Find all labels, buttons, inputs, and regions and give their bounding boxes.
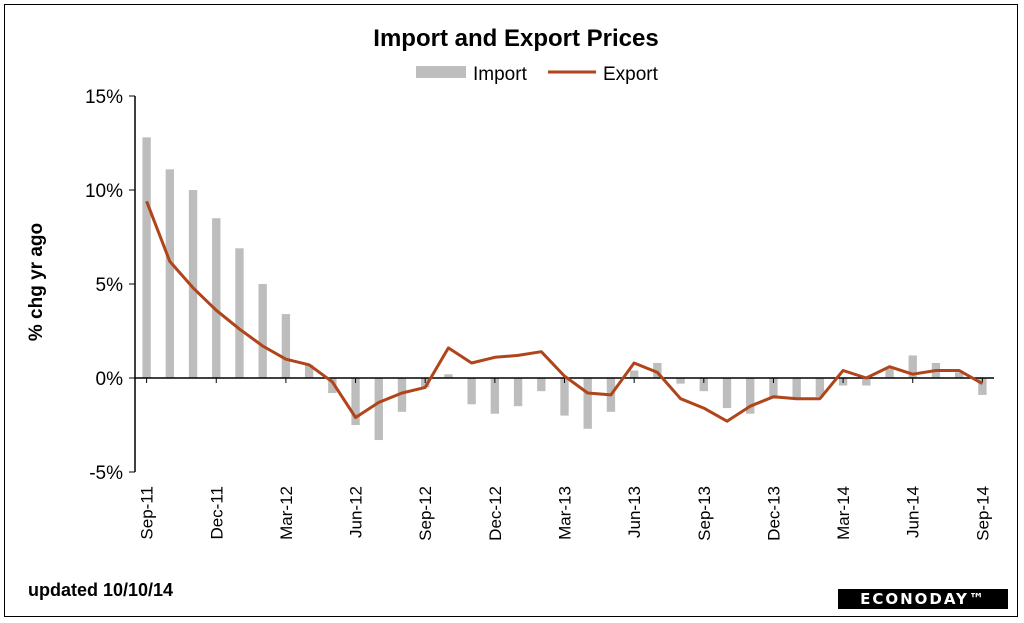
import-bar [583,378,592,429]
import-bar [537,378,546,392]
import-bar [560,378,569,416]
import-bar [629,370,639,378]
import-bar [490,378,500,414]
import-bars [142,137,987,441]
x-tick-label: Sep-13 [695,486,714,541]
import-bar [258,284,267,378]
import-bar [885,368,894,378]
import-bar [978,378,987,395]
legend: Import Export [416,64,659,85]
export-line [145,200,984,423]
legend-label-import: Import [473,64,528,85]
chart-title: Import and Export Prices [373,25,658,52]
import-bar [351,378,360,425]
import-bar [397,378,407,412]
legend-swatch-import [416,66,466,78]
import-bar [513,378,523,407]
import-bar [954,372,964,378]
import-bar [142,137,151,378]
import-bar [722,378,732,409]
y-tick-label: 15% [85,87,123,108]
x-tick-label: Sep-11 [138,486,157,540]
import-bar [792,378,801,399]
x-tick-label: Sep-12 [416,486,435,541]
y-tick-label: -5% [89,463,123,484]
y-tick-label: 0% [96,369,124,390]
import-bar [769,378,778,399]
y-axis: 15% 10% 5% 0% -5% [85,87,135,484]
import-bar [374,378,383,441]
export-series-line [145,200,984,423]
import-bar [699,378,708,392]
legend-label-export: Export [603,64,659,85]
import-bar [653,362,662,378]
import-bar [188,190,198,378]
import-bar [467,378,476,405]
x-tick-label: Jun-12 [347,486,366,538]
import-bar [281,314,291,378]
import-bar [165,169,175,378]
x-tick-label: Dec-12 [486,486,505,541]
x-tick-label: Jun-14 [904,486,923,538]
import-bar [862,378,871,386]
import-bar [746,378,755,414]
import-bar [212,218,221,378]
y-axis-label: % chg yr ago [26,223,47,341]
import-bar [328,378,337,394]
x-tick-label: Sep-14 [973,486,992,541]
import-bar [235,248,244,378]
x-tick-label: Dec-13 [764,486,783,541]
x-tick-label: Dec-11 [207,486,226,540]
import-bar [444,374,453,378]
econoday-logo: ECONODAY™ [838,589,1008,609]
import-bar [304,364,314,378]
updated-date: updated 10/10/14 [28,580,174,600]
x-tick-label: Jun-13 [625,486,644,538]
x-tick-label: Mar-12 [277,486,296,540]
x-axis: Sep-11 Dec-11 Mar-12 Jun-12 Sep-12 Dec-12 Mar-… [138,378,992,541]
y-tick-label: 10% [85,181,123,202]
import-bar [815,378,825,397]
y-tick-label: 5% [96,275,124,296]
import-bar [676,378,685,384]
x-tick-label: Mar-14 [834,486,853,540]
x-tick-label: Mar-13 [556,486,575,540]
import-bar [908,355,917,378]
